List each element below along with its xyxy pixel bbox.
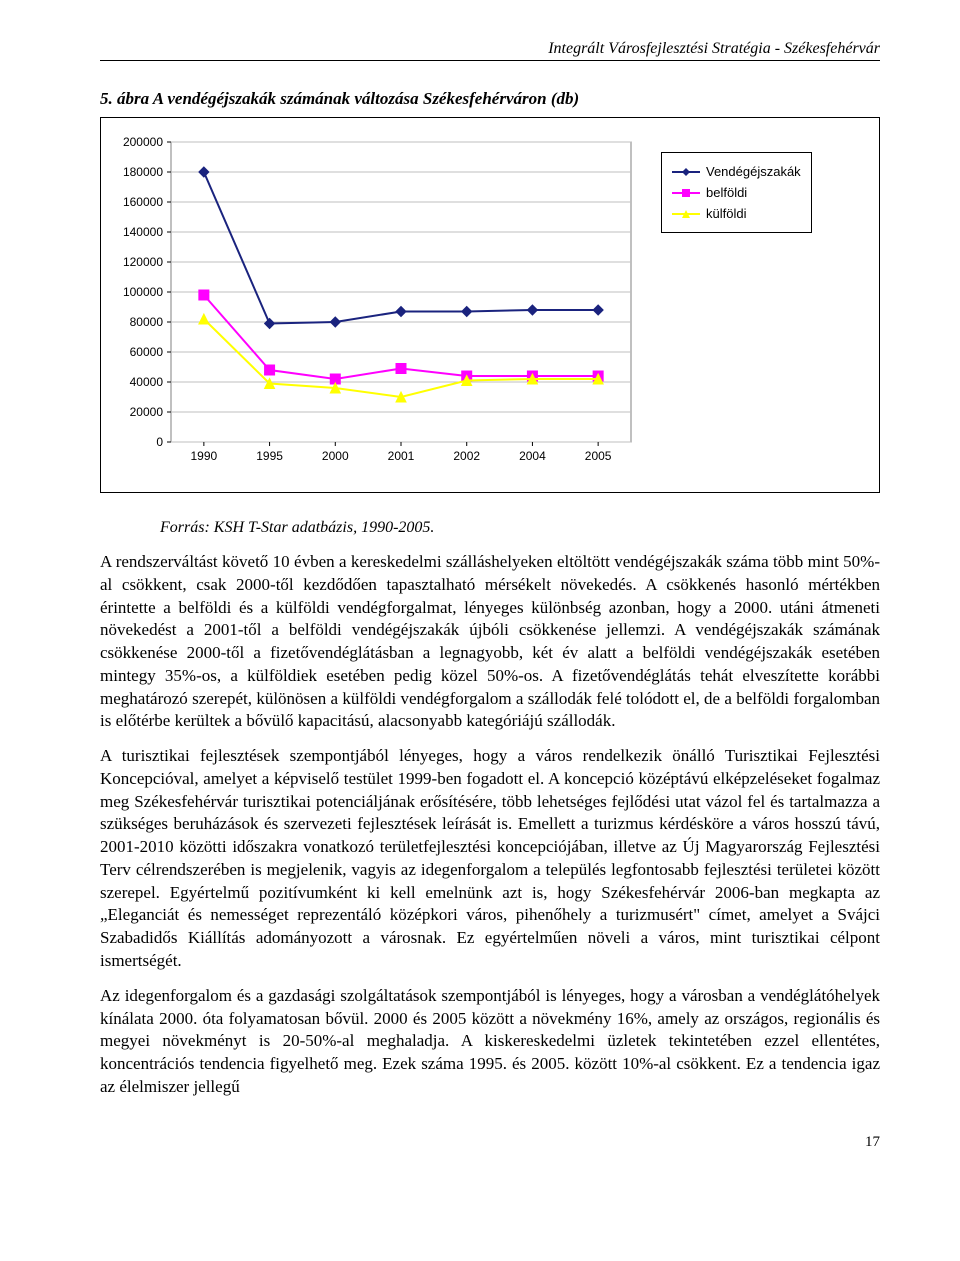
paragraph-1: A rendszerváltást követő 10 évben a kere…: [100, 551, 880, 733]
svg-text:140000: 140000: [123, 225, 163, 239]
svg-text:2002: 2002: [453, 449, 480, 463]
line-chart: 0 20000 40000 60000 80000 100000 120000 140000 1…: [111, 132, 651, 482]
legend-item: belföldi: [672, 182, 801, 203]
svg-text:2005: 2005: [585, 449, 612, 463]
paragraph-3: Az idegenforgalom és a gazdasági szolgál…: [100, 985, 880, 1099]
svg-text:1990: 1990: [191, 449, 218, 463]
legend-label: Vendégéjszakák: [706, 164, 801, 179]
running-header: Integrált Városfejlesztési Stratégia - S…: [100, 40, 880, 61]
source-prefix: F: [160, 519, 170, 536]
page-number: 17: [865, 1134, 880, 1151]
legend-item: külföldi: [672, 203, 801, 224]
svg-text:2000: 2000: [322, 449, 349, 463]
svg-text:200000: 200000: [123, 135, 163, 149]
svg-text:2004: 2004: [519, 449, 546, 463]
chart-container: 0 20000 40000 60000 80000 100000 120000 140000 1…: [100, 117, 880, 493]
svg-text:180000: 180000: [123, 165, 163, 179]
svg-text:0: 0: [156, 435, 163, 449]
svg-text:40000: 40000: [130, 375, 164, 389]
source-text: orrás: KSH T-Star adatbázis, 1990-2005.: [170, 519, 435, 536]
svg-text:120000: 120000: [123, 255, 163, 269]
legend-swatch: [672, 186, 700, 200]
legend-swatch: [672, 165, 700, 179]
page-container: Integrált Városfejlesztési Stratégia - S…: [0, 0, 960, 1171]
svg-text:80000: 80000: [130, 315, 164, 329]
paragraph-2: A turisztikai fejlesztések szempontjából…: [100, 745, 880, 973]
chart-source: Forrás: KSH T-Star adatbázis, 1990-2005.: [160, 519, 880, 537]
legend-label: külföldi: [706, 206, 746, 221]
svg-text:100000: 100000: [123, 285, 163, 299]
svg-text:60000: 60000: [130, 345, 164, 359]
svg-text:20000: 20000: [130, 405, 164, 419]
chart-legend: Vendégéjszakák belföldi külföldi: [661, 152, 812, 233]
legend-label: belföldi: [706, 185, 747, 200]
svg-text:160000: 160000: [123, 195, 163, 209]
svg-text:2001: 2001: [388, 449, 415, 463]
legend-swatch: [672, 207, 700, 221]
figure-title: 5. ábra A vendégéjszakák számának változ…: [100, 89, 880, 109]
chart-row: 0 20000 40000 60000 80000 100000 120000 140000 1…: [111, 132, 869, 482]
legend-item: Vendégéjszakák: [672, 161, 801, 182]
svg-text:1995: 1995: [256, 449, 283, 463]
